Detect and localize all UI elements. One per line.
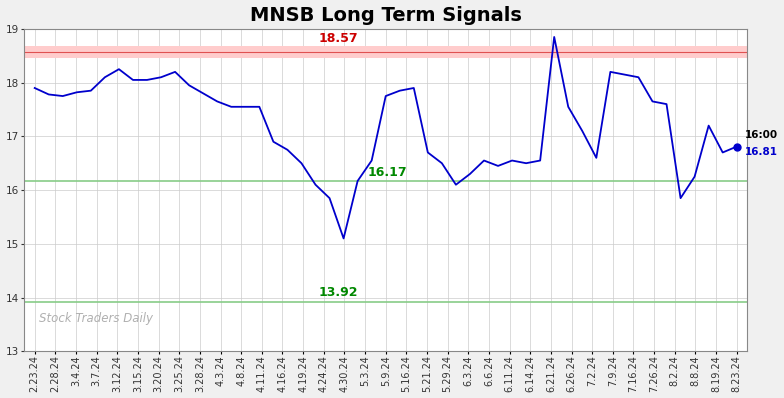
Text: 13.92: 13.92: [318, 287, 358, 299]
Text: 16.17: 16.17: [367, 166, 407, 179]
Text: 16:00: 16:00: [745, 130, 778, 140]
Text: Stock Traders Daily: Stock Traders Daily: [39, 312, 153, 326]
Title: MNSB Long Term Signals: MNSB Long Term Signals: [250, 6, 521, 25]
Text: 18.57: 18.57: [318, 32, 358, 45]
Bar: [24, 45, 747, 59]
Text: 16.81: 16.81: [745, 147, 778, 157]
